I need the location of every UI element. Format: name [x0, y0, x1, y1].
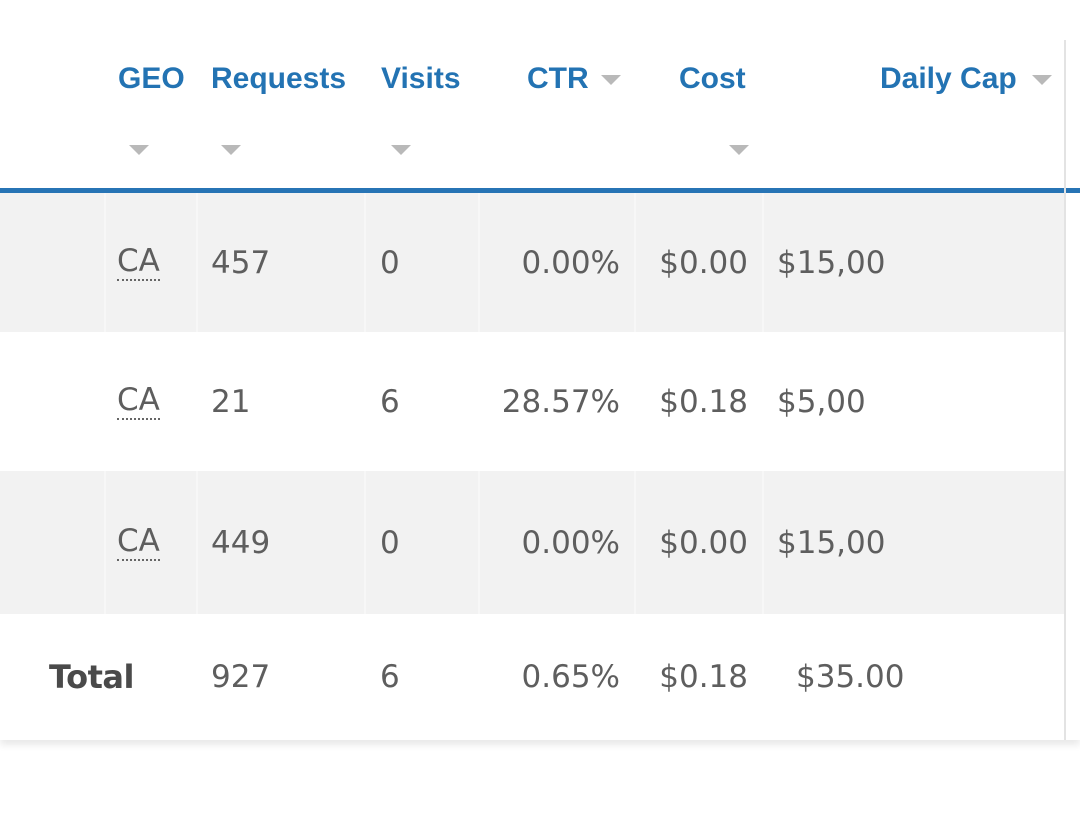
- cell-cost: $0.18: [659, 383, 748, 420]
- cell-visits: 0: [380, 244, 400, 281]
- geo-abbr[interactable]: CA: [117, 523, 160, 562]
- total-daily-cap: $35.00: [796, 659, 905, 695]
- header-divider: [0, 188, 1080, 193]
- cell-geo[interactable]: CA: [117, 332, 160, 471]
- cell-daily-cap: $15,00: [777, 244, 886, 281]
- cell-geo[interactable]: CA: [117, 471, 160, 614]
- cell-daily-cap: $15,00: [777, 524, 886, 561]
- sort-geo-caret-down-icon[interactable]: [129, 145, 149, 155]
- cell-visits: 0: [380, 524, 400, 561]
- total-requests: 927: [211, 659, 271, 695]
- geo-abbr[interactable]: CA: [117, 382, 160, 421]
- table-right-edge: [1064, 40, 1066, 740]
- cell-ctr: 28.57%: [501, 383, 620, 420]
- sort-ctr-caret-down-icon[interactable]: [601, 75, 621, 85]
- column-header-requests[interactable]: Requests: [211, 62, 347, 95]
- total-cost: $0.18: [659, 659, 748, 695]
- cell-cost: $0.00: [659, 244, 748, 281]
- cell-ctr: 0.00%: [521, 244, 620, 281]
- cell-requests: 457: [211, 244, 271, 281]
- total-ctr: 0.65%: [521, 659, 620, 695]
- table-row: CA 457 0 0.00% $0.00 $15,00: [0, 193, 1064, 332]
- column-header-ctr[interactable]: CTR: [527, 62, 589, 95]
- column-header-visits[interactable]: Visits: [381, 62, 461, 95]
- sort-cost-caret-down-icon[interactable]: [729, 145, 749, 155]
- table-header: GEO Requests Visits CTR Cost Daily Cap: [0, 0, 1080, 188]
- sort-requests-caret-down-icon[interactable]: [221, 145, 241, 155]
- column-header-daily-cap[interactable]: Daily Cap: [880, 62, 1017, 95]
- cell-geo[interactable]: CA: [117, 193, 160, 332]
- total-label: Total: [49, 658, 134, 696]
- cell-ctr: 0.00%: [521, 524, 620, 561]
- cell-requests: 449: [211, 524, 271, 561]
- table-row: CA 21 6 28.57% $0.18 $5,00: [0, 332, 1064, 471]
- column-header-cost[interactable]: Cost: [679, 62, 746, 95]
- cell-cost: $0.00: [659, 524, 748, 561]
- total-row: Total 927 6 0.65% $0.18 $35.00: [0, 614, 1064, 740]
- total-visits: 6: [380, 659, 400, 695]
- cell-daily-cap: $5,00: [777, 383, 866, 420]
- sort-visits-caret-down-icon[interactable]: [391, 145, 411, 155]
- cell-visits: 6: [380, 383, 400, 420]
- sort-daily-cap-caret-down-icon[interactable]: [1032, 75, 1052, 85]
- geo-abbr[interactable]: CA: [117, 243, 160, 282]
- cell-requests: 21: [211, 383, 251, 420]
- table-row: CA 449 0 0.00% $0.00 $15,00: [0, 471, 1064, 614]
- stats-table-panel: GEO Requests Visits CTR Cost Daily Cap C…: [0, 0, 1080, 740]
- column-header-geo[interactable]: GEO: [118, 62, 185, 95]
